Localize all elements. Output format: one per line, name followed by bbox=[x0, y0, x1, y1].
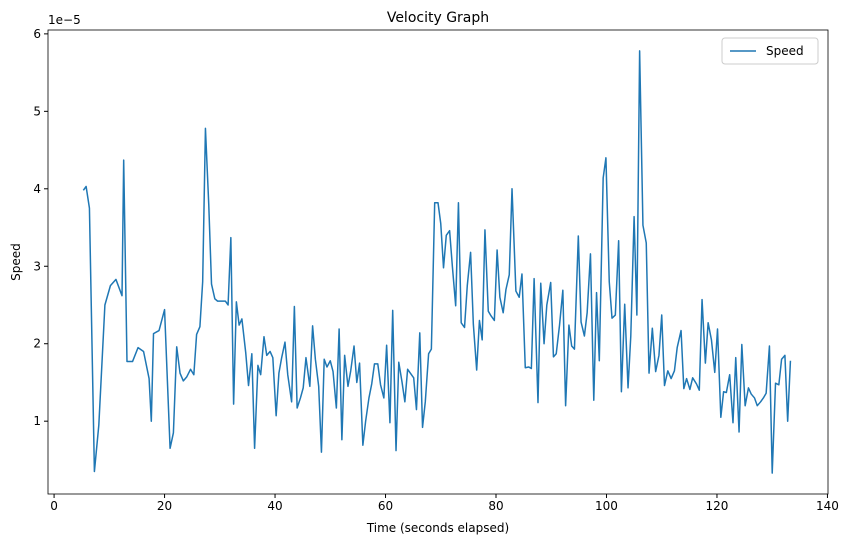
y-tick-label: 6 bbox=[33, 27, 41, 41]
y-tick-label: 5 bbox=[33, 104, 41, 118]
y-tick-label: 1 bbox=[33, 414, 41, 428]
legend-label: Speed bbox=[766, 44, 804, 58]
x-tick-label: 60 bbox=[378, 499, 393, 513]
x-tick-label: 80 bbox=[488, 499, 503, 513]
legend-box bbox=[721, 37, 819, 65]
x-tick-label: 100 bbox=[595, 499, 618, 513]
x-axis-label: Time (seconds elapsed) bbox=[366, 521, 509, 535]
x-tick-label: 20 bbox=[157, 499, 172, 513]
plot-frame bbox=[47, 29, 829, 495]
chart-title: Velocity Graph bbox=[387, 10, 489, 26]
y-offset-label: 1e−5 bbox=[48, 13, 81, 27]
y-tick-label: 3 bbox=[33, 259, 41, 273]
y-tick-label: 2 bbox=[33, 337, 41, 351]
x-tick-label: 140 bbox=[816, 499, 839, 513]
x-tick-label: 40 bbox=[267, 499, 282, 513]
line-series bbox=[82, 50, 792, 474]
legend: Speed bbox=[721, 37, 819, 65]
x-tick-label: 0 bbox=[50, 499, 58, 513]
x-tick-label: 120 bbox=[706, 499, 729, 513]
y-axis-label: Speed bbox=[9, 243, 23, 281]
y-tick-label: 4 bbox=[33, 182, 41, 196]
